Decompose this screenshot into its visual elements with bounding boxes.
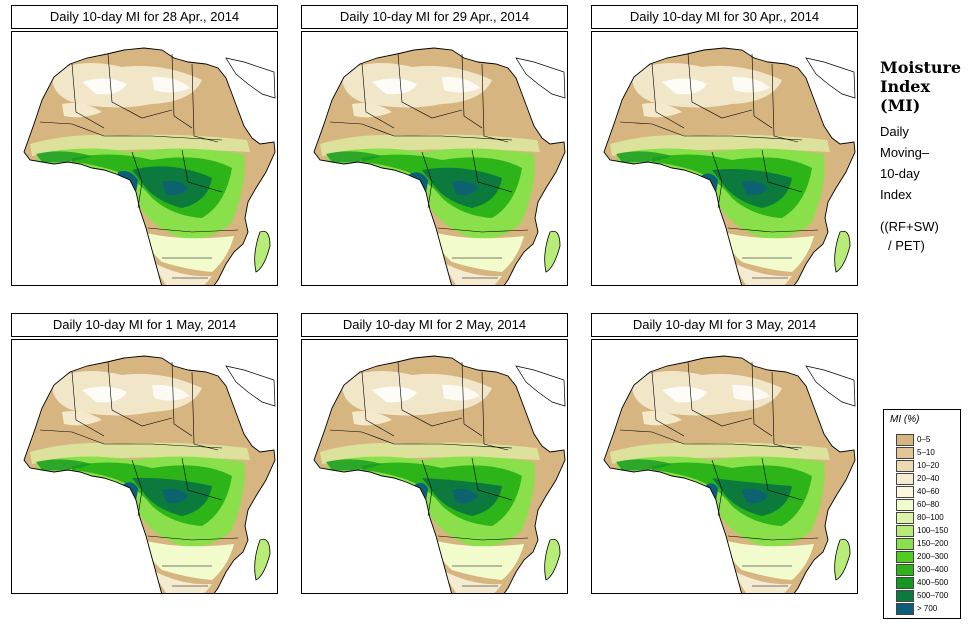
- formula-line-2: / PET): [888, 238, 925, 253]
- legend-swatch: [896, 434, 914, 446]
- formula-line-1: ((RF+SW): [880, 219, 939, 234]
- map-panel-title: Daily 10-day MI for 2 May, 2014: [301, 313, 568, 337]
- africa-moisture-map: [301, 31, 568, 286]
- map-landmass: [23, 355, 276, 593]
- legend-entry: 0–5: [896, 434, 956, 446]
- legend-label: 60–80: [917, 500, 940, 509]
- legend-swatch: [896, 538, 914, 550]
- legend-swatch: [896, 590, 914, 602]
- legend-swatch: [896, 486, 914, 498]
- legend-label: 100–150: [917, 526, 949, 535]
- map-panel: Daily 10-day MI for 28 Apr., 2014: [11, 5, 280, 286]
- legend-entry: 500–700: [896, 590, 956, 602]
- legend-swatch: [896, 473, 914, 485]
- index-title: Moisture Index (MI): [880, 58, 970, 115]
- legend-entry: 20–40: [896, 473, 956, 485]
- legend-label: 40–60: [917, 487, 940, 496]
- africa-moisture-map: [11, 339, 278, 594]
- legend-entry: 200–300: [896, 551, 956, 563]
- legend-swatch: [896, 551, 914, 563]
- index-title-line-2: Index: [880, 77, 931, 96]
- subtitle-line-1: Daily: [880, 124, 909, 139]
- map-landmass: [603, 355, 856, 593]
- legend-swatch: [896, 460, 914, 472]
- africa-moisture-map: [591, 31, 858, 286]
- legend-entry: 80–100: [896, 512, 956, 524]
- legend-swatch: [896, 499, 914, 511]
- map-landmass: [313, 47, 566, 285]
- moisture-index-description: Moisture Index (MI) Daily Moving– 10-day…: [880, 58, 970, 255]
- legend-swatch: [896, 512, 914, 524]
- index-title-line-3: (MI): [880, 96, 921, 115]
- legend-entry: 40–60: [896, 486, 956, 498]
- map-panel: Daily 10-day MI for 3 May, 2014: [591, 313, 860, 594]
- legend-swatch: [896, 603, 914, 615]
- legend-title: MI (%): [890, 414, 920, 425]
- map-landmass: [313, 355, 566, 593]
- legend-label: 300–400: [917, 565, 949, 574]
- legend-entry: 5–10: [896, 447, 956, 459]
- subtitle-line-2: Moving–: [880, 145, 930, 160]
- map-panel: Daily 10-day MI for 30 Apr., 2014: [591, 5, 860, 286]
- legend-label: 500–700: [917, 591, 949, 600]
- legend-entry: > 700: [896, 603, 956, 615]
- legend-label: 20–40: [917, 474, 940, 483]
- index-subtitle: Daily Moving– 10-day Index: [880, 121, 970, 205]
- legend-label: 0–5: [917, 435, 931, 444]
- subtitle-line-3: 10-day: [880, 166, 920, 181]
- legend-label: 400–500: [917, 578, 949, 587]
- legend-entry: 10–20: [896, 460, 956, 472]
- map-panel: Daily 10-day MI for 2 May, 2014: [301, 313, 570, 594]
- map-landmass: [23, 47, 276, 285]
- legend-swatch: [896, 564, 914, 576]
- legend-swatch: [896, 525, 914, 537]
- legend-label: 200–300: [917, 552, 949, 561]
- map-panel: Daily 10-day MI for 29 Apr., 2014: [301, 5, 570, 286]
- index-formula: ((RF+SW) / PET): [880, 217, 970, 255]
- legend-entry: 60–80: [896, 499, 956, 511]
- legend-entry: 300–400: [896, 564, 956, 576]
- legend-label: > 700: [917, 604, 938, 613]
- index-title-line-1: Moisture: [880, 58, 962, 77]
- legend-label: 150–200: [917, 539, 949, 548]
- map-landmass: [603, 47, 856, 285]
- color-legend: MI (%) 0–5 5–10 10–20 20–40 40–60 60–80 80–100…: [883, 409, 961, 619]
- legend-swatch: [896, 577, 914, 589]
- map-panel: Daily 10-day MI for 1 May, 2014: [11, 313, 280, 594]
- map-panel-title: Daily 10-day MI for 3 May, 2014: [591, 313, 858, 337]
- legend-label: 5–10: [917, 448, 935, 457]
- map-panel-title: Daily 10-day MI for 30 Apr., 2014: [591, 5, 858, 29]
- africa-moisture-map: [11, 31, 278, 286]
- legend-entry: 150–200: [896, 538, 956, 550]
- subtitle-line-4: Index: [880, 187, 912, 202]
- legend-swatch: [896, 447, 914, 459]
- map-panel-title: Daily 10-day MI for 28 Apr., 2014: [11, 5, 278, 29]
- africa-moisture-map: [591, 339, 858, 594]
- legend-label: 10–20: [917, 461, 940, 470]
- africa-moisture-map: [301, 339, 568, 594]
- map-panel-title: Daily 10-day MI for 1 May, 2014: [11, 313, 278, 337]
- legend-label: 80–100: [917, 513, 944, 522]
- legend-entry: 400–500: [896, 577, 956, 589]
- map-panel-title: Daily 10-day MI for 29 Apr., 2014: [301, 5, 568, 29]
- legend-entry: 100–150: [896, 525, 956, 537]
